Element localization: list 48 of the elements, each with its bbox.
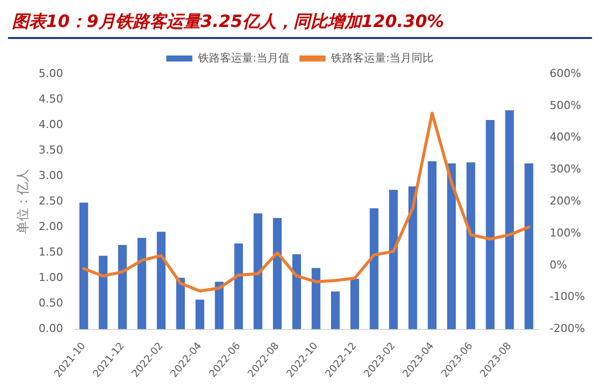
- bar: [156, 232, 166, 330]
- bar: [505, 110, 514, 330]
- bar: [98, 256, 108, 330]
- y-tick-label: 3.50: [38, 143, 64, 156]
- bar: [292, 254, 302, 330]
- bar: [196, 300, 204, 330]
- bar: [272, 218, 282, 330]
- bar: [254, 213, 262, 330]
- y-tick-label: 4.00: [38, 118, 64, 131]
- y-tick-label: 1.50: [38, 246, 64, 259]
- y-tick-label: 5.00: [38, 66, 64, 80]
- y2-tick-label: -200%: [550, 322, 586, 336]
- y-tick-label: 0.50: [38, 296, 64, 310]
- bar: [428, 161, 436, 330]
- bar: [408, 186, 418, 330]
- y2-tick-label: 100%: [550, 226, 582, 240]
- y2-tick-label: 300%: [550, 162, 582, 176]
- bar: [389, 190, 398, 330]
- y2-tick-label: 200%: [550, 194, 582, 208]
- legend-label: 铁路客运量:当月值: [196, 51, 290, 64]
- y2-tick-label: 600%: [550, 66, 582, 80]
- bar: [524, 163, 534, 330]
- bar: [331, 292, 340, 330]
- bar: [350, 278, 360, 330]
- bar: [214, 282, 224, 330]
- bar: [370, 208, 378, 330]
- chart-title: 图表10：9月铁路客运量3.25亿人，同比增加120.30%: [8, 8, 592, 39]
- y-tick-label: 1.00: [38, 271, 64, 284]
- bar: [176, 278, 185, 330]
- y-tick-label: 2.50: [38, 194, 64, 208]
- bar: [234, 244, 243, 330]
- bar: [137, 238, 146, 330]
- bar: [486, 120, 495, 330]
- y2-tick-label: 400%: [550, 130, 582, 144]
- bar: [466, 162, 476, 330]
- y-tick-label: 2.00: [38, 220, 64, 234]
- y-tick-label: 4.50: [38, 92, 64, 106]
- bar: [118, 245, 127, 330]
- y2-tick-label: -100%: [550, 290, 586, 304]
- bar: [79, 202, 88, 330]
- legend-label: 铁路客运量:当月同比: [330, 51, 434, 64]
- bar: [312, 268, 320, 330]
- y-tick-label: 0.00: [38, 322, 64, 336]
- y2-tick-label: 500%: [550, 98, 582, 112]
- bar: [447, 163, 456, 330]
- y-tick-label: 3.00: [38, 168, 64, 182]
- y2-tick-label: 0%: [550, 258, 568, 272]
- y-axis-title: 单位：亿人: [16, 169, 32, 234]
